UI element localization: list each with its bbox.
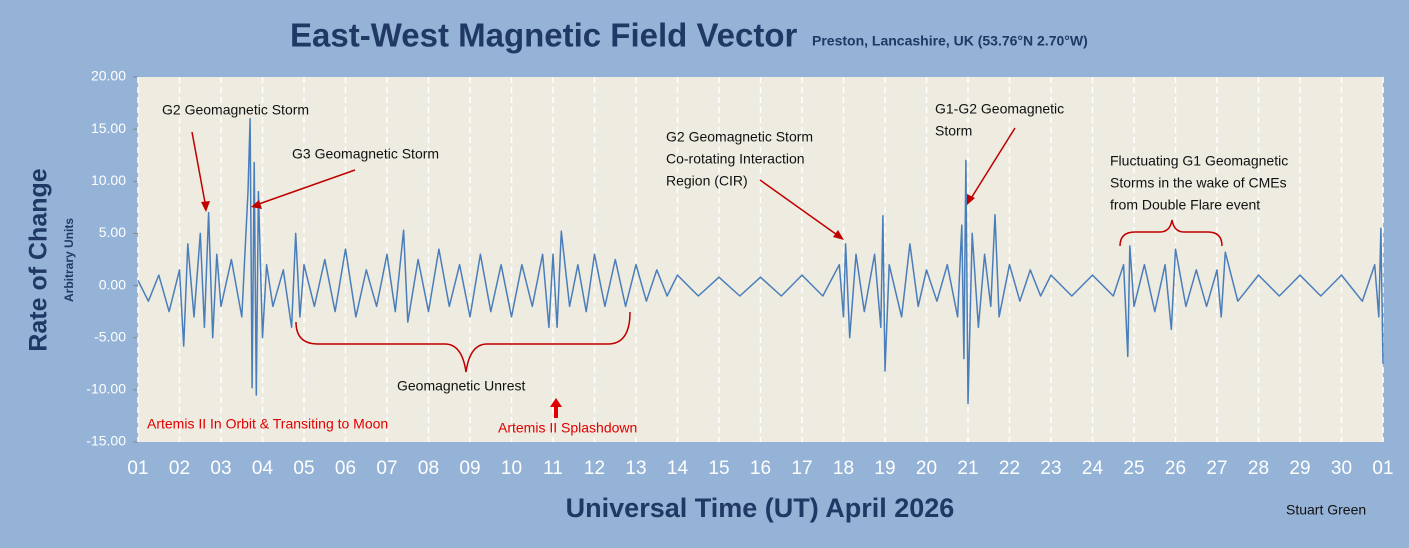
annotation: G2 Geomagnetic Storm (666, 129, 813, 145)
annotation: Co-rotating Interaction (666, 151, 805, 167)
plot (137, 117, 1384, 405)
x-tick-label: 08 (418, 458, 439, 479)
x-tick-label: 30 (1331, 458, 1352, 479)
annotation: G3 Geomagnetic Storm (292, 146, 439, 162)
x-tick-label: 01 (1372, 458, 1393, 479)
x-tick-label: 07 (376, 458, 397, 479)
x-tick-label: 23 (1040, 458, 1061, 479)
x-tick-label: 16 (750, 458, 771, 479)
credit: Stuart Green (1286, 502, 1366, 518)
bracket (295, 311, 631, 373)
splashdown-arrow (550, 398, 562, 418)
annotation: Fluctuating G1 Geomagnetic (1110, 153, 1288, 169)
annotation: Geomagnetic Unrest (397, 378, 526, 394)
y-axis-sublabel: Arbitrary Units (62, 218, 76, 302)
chart-subtitle: Preston, Lancashire, UK (53.76°N 2.70°W) (812, 33, 1088, 49)
annotation: Storm (935, 123, 972, 139)
bracket (1119, 219, 1223, 247)
data-line (137, 117, 1384, 405)
arrow (759, 179, 841, 238)
x-tick-label: 24 (1082, 458, 1104, 479)
arrow (191, 131, 207, 209)
arrowhead (967, 194, 975, 205)
annotation: Region (CIR) (666, 173, 748, 189)
annotation: from Double Flare event (1110, 197, 1260, 213)
annotation: G1-G2 Geomagnetic (935, 101, 1064, 117)
x-tick-label: 09 (459, 458, 480, 479)
y-tick-label: 20.00 (91, 68, 126, 84)
x-tick-label: 13 (625, 458, 646, 479)
x-tick-label: 20 (916, 458, 937, 479)
x-tick-label: 04 (252, 458, 274, 479)
y-tick-label: 5.00 (99, 224, 126, 240)
y-tick-label: 15.00 (91, 120, 126, 136)
x-tick-label: 19 (874, 458, 895, 479)
annotation: G2 Geomagnetic Storm (162, 102, 309, 118)
y-tick-label: -10.00 (86, 381, 126, 397)
x-tick-label: 15 (708, 458, 729, 479)
x-tick-label: 03 (210, 458, 231, 479)
y-axis-label: Rate of Change (25, 168, 53, 351)
annotation: Artemis II Splashdown (498, 420, 637, 436)
x-tick-label: 25 (1123, 458, 1144, 479)
annotation-shapes (191, 127, 1223, 373)
x-tick-label: 14 (667, 458, 689, 479)
y-tick-label: -15.00 (86, 433, 126, 449)
chart-title: East-West Magnetic Field Vector (290, 17, 798, 54)
annotation: Storms in the wake of CMEs (1110, 175, 1287, 191)
x-tick-label: 22 (999, 458, 1020, 479)
x-tick-label: 27 (1206, 458, 1227, 479)
y-tick-label: -5.00 (94, 328, 126, 344)
y-tick-label: 10.00 (91, 172, 126, 188)
annotations: G2 Geomagnetic Storm G3 Geomagnetic Storm… (147, 101, 1288, 436)
x-tick-label: 18 (833, 458, 854, 479)
x-tick-label: 10 (501, 458, 522, 479)
arrowheads (201, 194, 975, 240)
x-tick-label: 02 (169, 458, 190, 479)
x-tick-label: 21 (957, 458, 978, 479)
x-tick-label: 26 (1165, 458, 1186, 479)
x-tick-label: 06 (335, 458, 356, 479)
arrowhead (201, 201, 210, 212)
arrow (255, 169, 356, 206)
y-tick-label: 0.00 (99, 276, 126, 292)
grid: -15.00 -10.00 -5.00 0.00 5.00 10.00 15.00 20.00… (86, 68, 1393, 479)
x-tick-label: 29 (1289, 458, 1310, 479)
x-tick-label: 17 (791, 458, 812, 479)
x-tick-label: 05 (293, 458, 314, 479)
arrowhead (251, 200, 262, 209)
arrowhead (833, 230, 844, 240)
x-tick-label: 01 (127, 458, 148, 479)
arrow (969, 127, 1016, 201)
x-tick-label: 11 (543, 458, 563, 479)
arrow-shaft (554, 405, 558, 418)
x-tick-label: 12 (584, 458, 605, 479)
x-axis-label: Universal Time (UT) April 2026 (566, 493, 955, 523)
arrowhead (550, 398, 562, 407)
annotation: Artemis II In Orbit & Transiting to Moon (147, 416, 388, 432)
x-tick-label: 28 (1248, 458, 1269, 479)
